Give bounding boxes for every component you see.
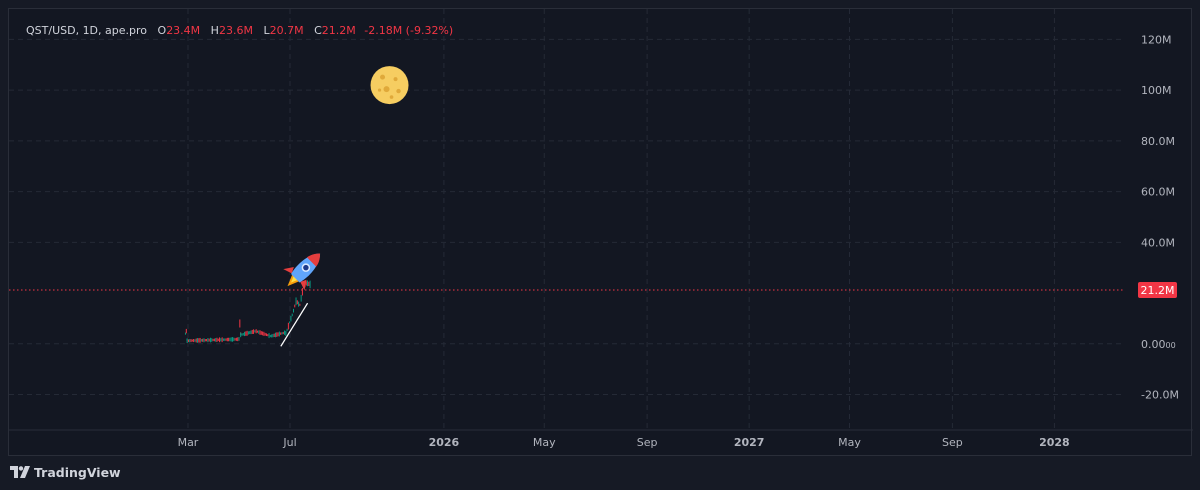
chart-canvas[interactable]: 120M 100M 80.0M 60.0M 40.0M -20.0M 0.0000 Mar Ju… — [9, 9, 1193, 457]
low-value: 20.7M — [269, 24, 304, 37]
x-axis-tick-label: 2028 — [1039, 436, 1070, 449]
y-axis-tick-label: 80.0M — [1141, 135, 1175, 148]
moon-crater — [377, 88, 382, 92]
y-axis-tick-label: -20.0M — [1141, 388, 1179, 401]
price-series — [184, 280, 311, 344]
rocket-icon[interactable] — [277, 243, 331, 297]
x-axis-tick-label: Sep — [637, 436, 658, 449]
change-value: -2.18M (-9.32%) — [364, 24, 454, 37]
moon-crater — [389, 95, 394, 99]
rocket-part — [301, 263, 311, 272]
high-label: H — [210, 24, 219, 37]
x-axis-tick-label: 2027 — [734, 436, 765, 449]
moon-crater — [396, 88, 401, 94]
close-label: C — [314, 24, 322, 37]
trend-line-drawing[interactable] — [280, 302, 309, 347]
rocket-part — [306, 253, 321, 267]
y-axis-tick-label-zero: 0.0000 — [1141, 338, 1176, 351]
moon-crater — [370, 66, 409, 105]
last-price-label: 21.2M — [1141, 284, 1175, 297]
close-value: 21.2M — [321, 24, 356, 37]
tradingview-brand-label: TradingView — [34, 464, 121, 480]
chart-pane[interactable]: 120M 100M 80.0M 60.0M 40.0M -20.0M 0.0000 Mar Ju… — [8, 8, 1193, 457]
tradingview-logo-icon — [10, 466, 30, 478]
high-value: 23.6M — [218, 24, 253, 37]
rocket-part — [291, 275, 299, 283]
tradingview-brand[interactable]: TradingView — [10, 463, 121, 481]
moon-crater — [380, 74, 386, 80]
moon-crater — [383, 86, 390, 93]
y-axis-tick-label: 100M — [1141, 84, 1172, 97]
symbol-legend: QST/USD, 1D, ape.pro O23.4M H23.6M L20.7… — [26, 24, 453, 37]
x-axis-tick-label: Sep — [942, 436, 963, 449]
last-price-badge — [1138, 282, 1177, 299]
y-axis-tick-label: 40.0M — [1141, 236, 1175, 249]
x-axis-tick-label: May — [838, 436, 861, 449]
x-axis-tick-label: Jul — [282, 436, 296, 449]
open-label: O — [157, 24, 167, 37]
moon-icon[interactable] — [370, 66, 409, 105]
low-label: L — [263, 24, 270, 37]
open-value: 23.4M — [166, 24, 201, 37]
symbol-title[interactable]: QST/USD, 1D, ape.pro — [26, 24, 148, 37]
y-axis-tick-label: 60.0M — [1141, 186, 1175, 199]
x-axis-tick-label: May — [533, 436, 556, 449]
y-axis-tick-label: 120M — [1141, 33, 1172, 46]
moon-crater — [393, 77, 398, 82]
x-axis-tick-label: Mar — [178, 436, 199, 449]
x-axis-tick-label: 2026 — [429, 436, 460, 449]
